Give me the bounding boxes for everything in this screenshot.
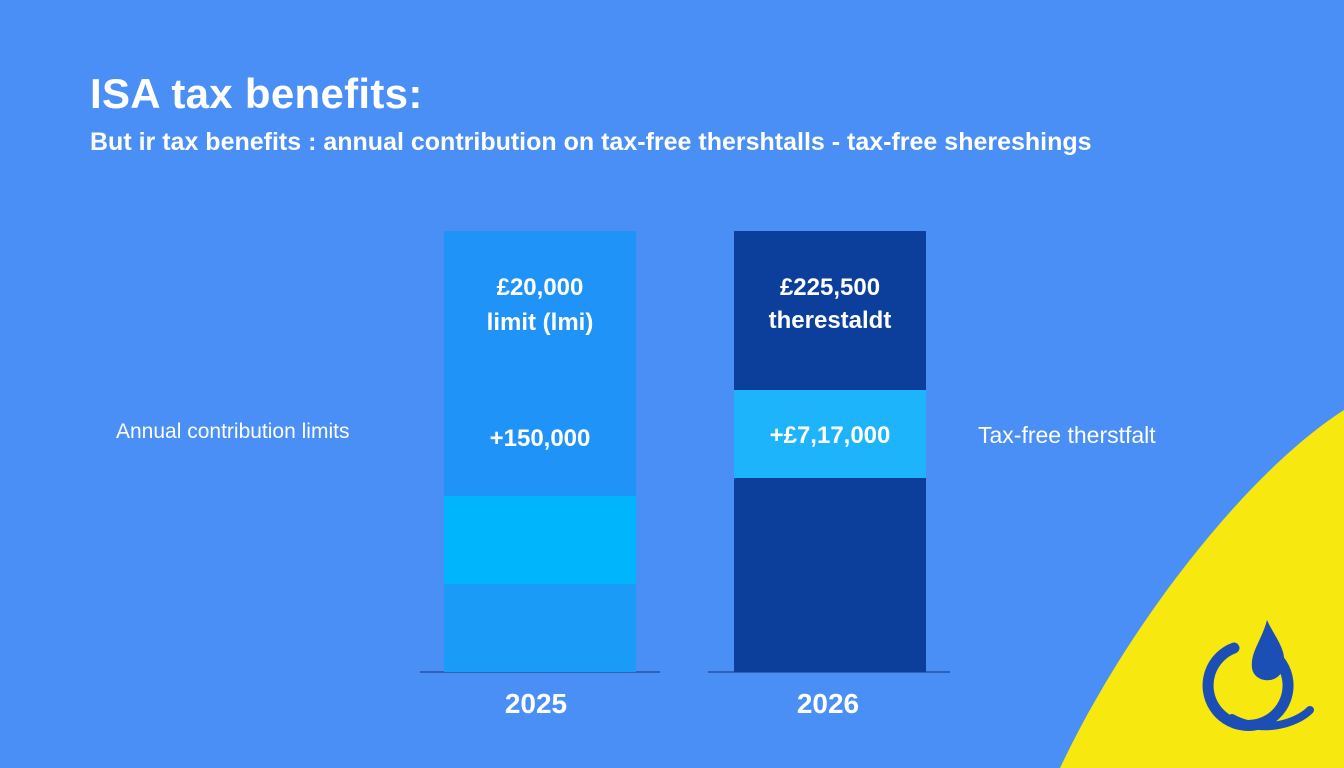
baseline-2025 [420,671,660,673]
x-tick-2025: 2025 [504,688,568,719]
tax-free-label: Tax-free therstfalt [978,422,1156,448]
bar-2026-amount: £225,500 [779,274,881,301]
bar-2026-sublabel: therestaldt [768,307,892,334]
bar-2026-segment-1 [734,390,926,478]
bar-2025-segment-2 [444,231,636,496]
chart-title: ISA tax benefits: [90,70,423,117]
baseline-2026 [708,671,950,673]
bar-2025-segment-1 [444,496,636,584]
bar-2025-middle-label: +150,000 [489,425,591,452]
logo-icon [1202,620,1314,731]
bar-2025-amount: £20,000 [496,274,584,301]
bar-2026-segment-2 [734,231,926,390]
bar-2026-segment-0 [734,478,926,672]
bar-2025-sublabel: limit (lmi) [486,309,594,336]
bar-2026-middle-label: +£7,17,000 [769,422,891,449]
bar-2025: £20,000 limit (lmi) +150,000 [444,231,636,672]
chart-subtitle: But ir tax benefits : annual contributio… [90,128,1092,156]
bar-2025-segment-0 [444,584,636,672]
bar-2026: £225,500 therestaldt +£7,17,000 [734,231,926,672]
x-tick-2026: 2026 [796,688,860,719]
annual-contribution-label: Annual contribution limits [116,420,350,443]
